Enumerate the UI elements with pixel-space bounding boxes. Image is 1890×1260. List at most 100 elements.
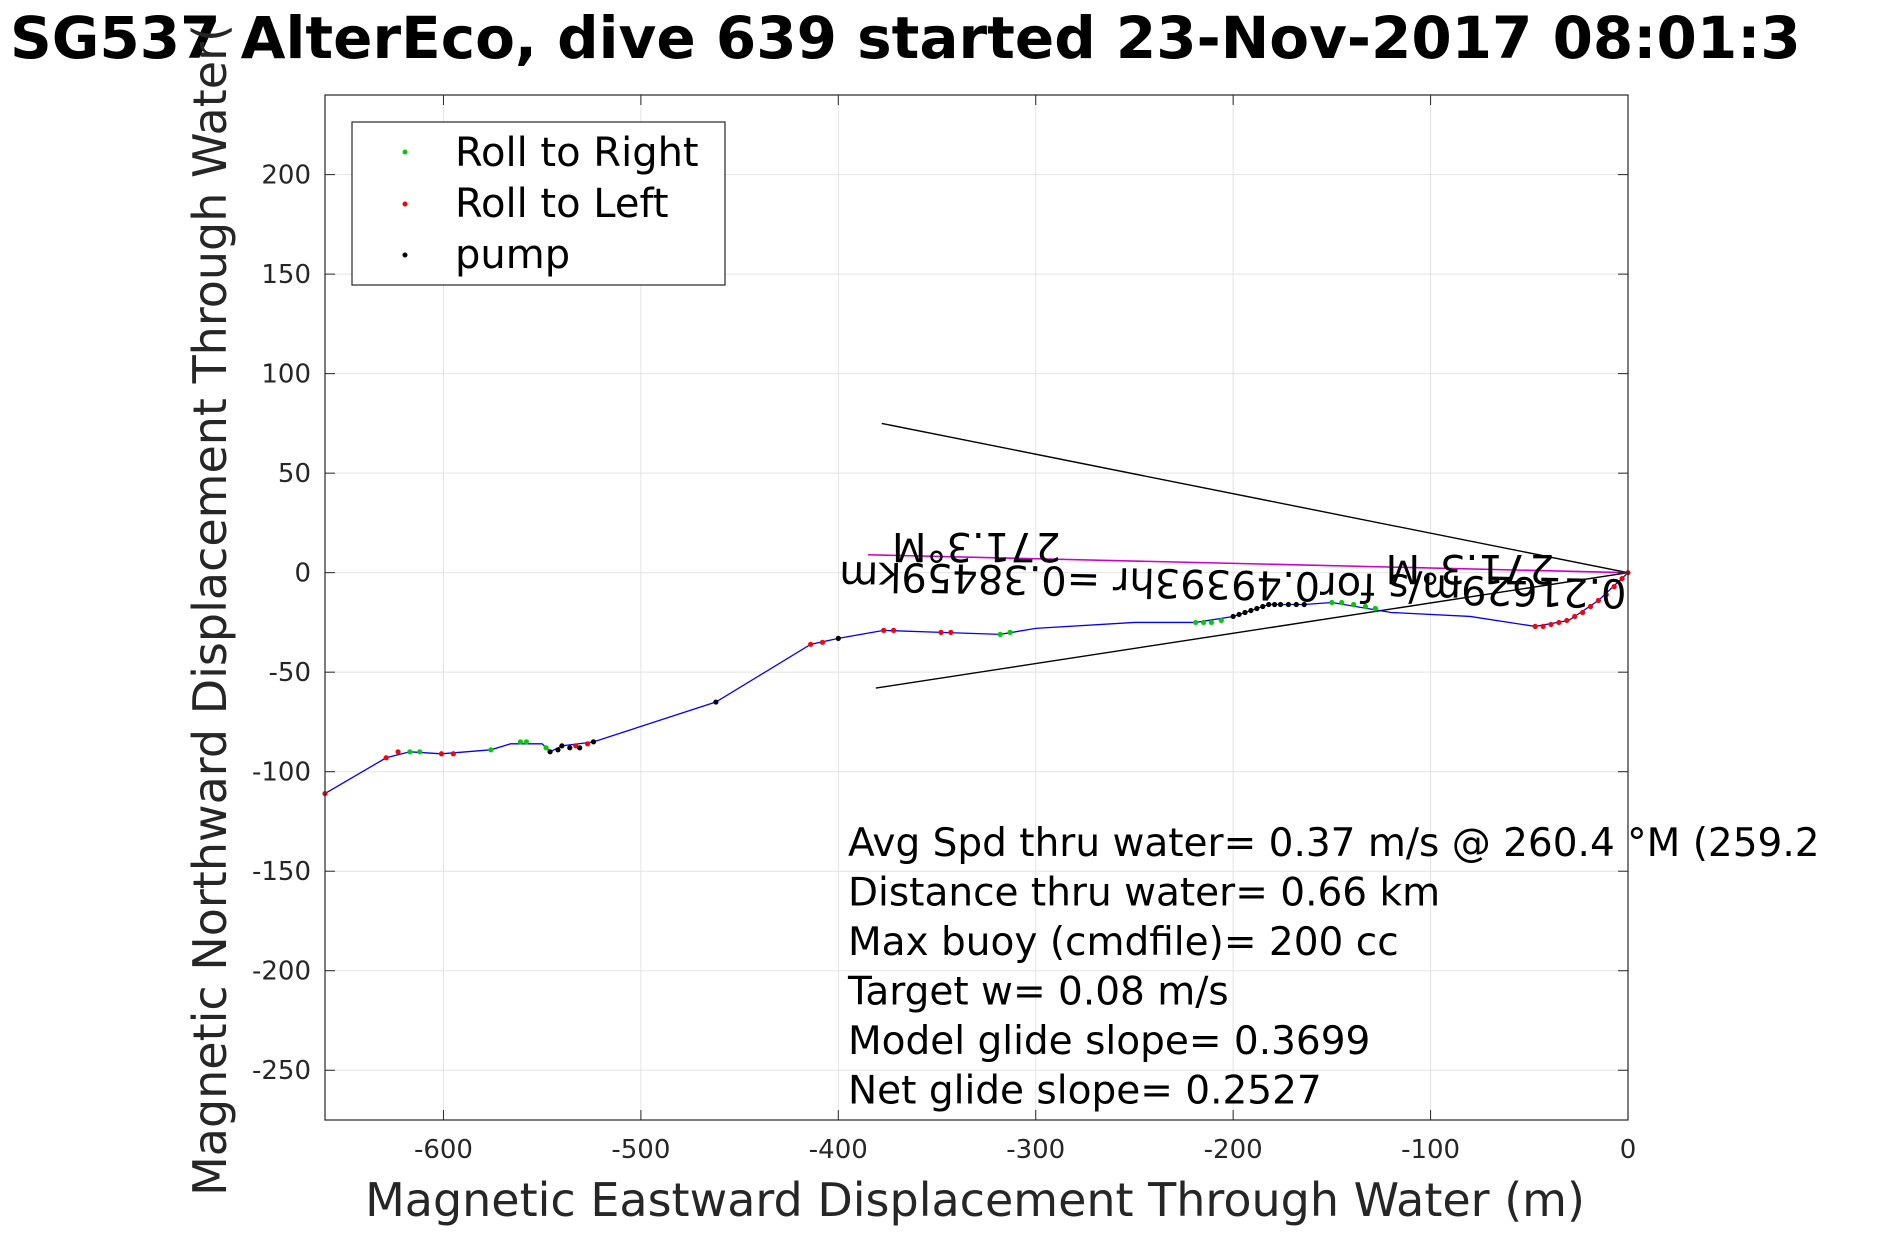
ticks: -600 -500 -400 -300 -200 -100 0 200 150 100 50 0 -50… <box>252 95 1636 1165</box>
roll-right-point <box>543 745 549 751</box>
roll-right-point <box>488 747 494 753</box>
roll-right-point <box>417 749 423 755</box>
roll-left-point <box>573 743 579 749</box>
pump-point <box>567 745 573 751</box>
x-axis-label: Magnetic Eastward Displacement Through W… <box>365 1173 1585 1227</box>
roll-right-point <box>1218 617 1224 624</box>
pump-point <box>590 739 597 745</box>
roll-right-point <box>517 739 524 745</box>
roll-left-point <box>1587 603 1594 610</box>
pump-point <box>1285 601 1292 608</box>
roll-right-point <box>1200 619 1207 626</box>
pump-point <box>1242 609 1248 616</box>
current-line <box>867 553 1629 574</box>
y-tick-label: -100 <box>252 758 311 788</box>
pump-point <box>1248 607 1254 614</box>
x-tick-label: -200 <box>1204 1135 1263 1165</box>
wedge-line <box>875 571 1629 689</box>
x-tick-label: -500 <box>611 1135 670 1165</box>
roll-left-point <box>1532 623 1538 630</box>
pump-point <box>1277 601 1284 608</box>
legend-label-left: Roll to Left <box>455 181 669 227</box>
legend-marker-right <box>402 149 408 155</box>
pump-point <box>555 747 561 753</box>
pump-point <box>1293 601 1299 608</box>
legend-marker-left <box>402 201 408 207</box>
legend-box <box>351 121 726 286</box>
y-tick-label: -250 <box>252 1056 311 1086</box>
roll-left-point <box>881 627 887 633</box>
y-tick-label: 100 <box>261 360 311 390</box>
pump-point <box>713 699 719 705</box>
roll-left-point <box>1603 591 1609 598</box>
pump-point <box>1301 601 1307 608</box>
roll-right-point <box>997 631 1003 637</box>
x-tick-label: -600 <box>414 1135 473 1165</box>
pump-point <box>1230 613 1236 620</box>
roll-left-point <box>438 751 445 757</box>
y-tick-label: 0 <box>294 559 311 589</box>
legend-marker-pump <box>402 252 408 258</box>
roll-left-point <box>1611 584 1617 590</box>
pump-point <box>1266 601 1272 608</box>
pump-point <box>1254 605 1260 612</box>
stats-line: Model glide slope= 0.3699 <box>848 1019 1370 1064</box>
roll-left-point <box>1556 619 1562 626</box>
pump-point <box>1272 601 1278 608</box>
pump-point <box>559 743 565 749</box>
x-tick-label: -400 <box>809 1135 868 1165</box>
roll-left-point <box>948 629 954 635</box>
annotation-text: 271.3°M <box>892 523 1061 569</box>
roll-left-point <box>938 629 944 635</box>
stats-line: Target w= 0.08 m/s <box>847 970 1229 1015</box>
pump-point <box>1236 611 1242 618</box>
x-tick-label: 0 <box>1620 1135 1637 1165</box>
roll-left-point <box>1548 621 1554 628</box>
roll-left-point <box>1579 609 1586 616</box>
stats-line: Net glide slope= 0.2527 <box>848 1069 1322 1114</box>
stats-line: Avg Spd thru water= 0.37 m/s @ 260.4 °M … <box>848 821 1820 866</box>
markers <box>322 570 1631 797</box>
roll-right-point <box>1339 599 1345 606</box>
roll-left-point <box>819 639 826 645</box>
chart-title: SG537 AlterEco, dive 639 started 23-Nov-… <box>10 4 1801 72</box>
roll-left-point <box>584 741 591 747</box>
roll-left-point <box>1595 597 1601 604</box>
roll-right-point <box>1007 629 1013 635</box>
annotation-text: 271.3°M <box>1386 545 1555 591</box>
x-tick-label: -100 <box>1401 1135 1460 1165</box>
roll-right-point <box>523 739 529 745</box>
roll-right-point <box>1329 599 1335 606</box>
current-wedge <box>875 422 1629 689</box>
legend-label-right: Roll to Right <box>455 130 699 176</box>
x-tick-label: -300 <box>1006 1135 1065 1165</box>
roll-right-point <box>1362 603 1369 610</box>
roll-left-point <box>890 627 897 633</box>
roll-left-point <box>808 641 814 647</box>
roll-left-point <box>450 751 456 757</box>
y-tick-label: -200 <box>252 957 311 987</box>
roll-right-point <box>1350 601 1357 608</box>
stats-line: Max buoy (cmdfile)= 200 cc <box>848 920 1399 965</box>
roll-left-point <box>1619 576 1625 582</box>
stats-block: Avg Spd thru water= 0.37 m/s @ 260.4 °M … <box>847 821 1820 1114</box>
roll-left-point <box>383 755 389 761</box>
roll-right-point <box>1372 605 1378 612</box>
roll-left-point <box>1572 613 1578 620</box>
pump-point <box>547 749 553 755</box>
y-tick-label: -150 <box>252 857 311 887</box>
roll-right-point <box>407 749 413 755</box>
wedge-line <box>881 422 1629 574</box>
y-tick-label: -50 <box>269 658 311 688</box>
y-axis-label: Magnetic Northward Displacement Through … <box>183 24 237 1196</box>
pump-point <box>1260 603 1266 610</box>
roll-right-point <box>1193 619 1199 626</box>
pump-point <box>835 635 841 641</box>
y-tick-label: 50 <box>278 459 311 489</box>
y-tick-label: 200 <box>261 161 311 191</box>
roll-left-point <box>1540 623 1546 630</box>
roll-left-point <box>395 749 401 755</box>
roll-right-point <box>1208 619 1215 626</box>
stats-line: Distance thru water= 0.66 km <box>848 871 1440 916</box>
